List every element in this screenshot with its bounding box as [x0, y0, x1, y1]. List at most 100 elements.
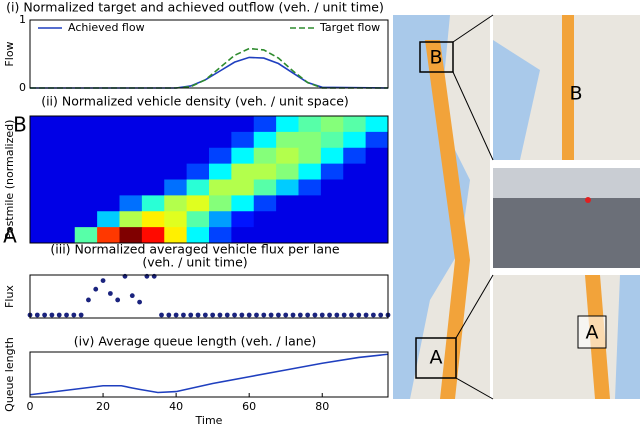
- heat-cell: [231, 211, 255, 228]
- scatter-point: [86, 297, 91, 303]
- scatter-point: [290, 312, 296, 318]
- heat-cell: [209, 211, 232, 228]
- scatter-point: [370, 312, 376, 318]
- scatter-point: [188, 312, 194, 318]
- inset-top-road: [562, 15, 574, 160]
- heat-cell: [119, 163, 143, 180]
- y-axis-label: Queue length: [3, 337, 16, 412]
- heat-cell: [52, 116, 76, 133]
- heat-cell: [320, 116, 344, 133]
- x-tick-label: 20: [96, 400, 110, 413]
- heat-cell: [141, 195, 165, 212]
- map-water: [393, 15, 470, 399]
- heat-cell: [186, 195, 210, 212]
- heat-cell: [209, 131, 232, 149]
- heat-cell: [119, 195, 143, 212]
- heat-cell: [119, 211, 143, 228]
- photo-marker: [585, 197, 591, 203]
- heat-cell: [186, 163, 210, 180]
- plot-frame: [29, 19, 389, 89]
- heat-cell: [97, 163, 120, 180]
- heat-cell: [320, 147, 344, 165]
- heat-cell: [365, 195, 389, 212]
- heat-cell: [186, 179, 210, 196]
- heat-cell: [141, 116, 165, 133]
- chart-title: (i) Normalized target and achieved outfl…: [6, 0, 384, 15]
- scatter-point: [107, 291, 113, 296]
- heat-cell: [97, 116, 120, 133]
- plot-frame: [29, 274, 389, 319]
- scatter-point: [349, 312, 354, 318]
- heat-cell: [298, 147, 322, 165]
- scatter-point: [195, 312, 201, 318]
- heat-cell: [164, 163, 188, 180]
- scatter-point: [254, 312, 259, 318]
- heat-cell: [119, 147, 143, 165]
- heat-cell: [320, 163, 344, 180]
- heat-cell: [97, 179, 120, 196]
- heat-cell: [209, 116, 232, 133]
- heat-cell: [365, 163, 389, 180]
- scatter-point: [64, 312, 69, 318]
- heat-cell: [298, 195, 322, 212]
- heat-cell: [231, 163, 255, 180]
- heat-cell: [365, 116, 389, 133]
- scatter-point: [305, 312, 311, 318]
- scatter-point: [378, 312, 384, 318]
- heat-cell: [320, 131, 344, 149]
- map-road: [425, 40, 470, 399]
- scatter-point: [34, 312, 40, 318]
- heat-cell: [97, 147, 120, 165]
- heat-cell: [30, 163, 53, 180]
- heat-cell: [30, 116, 53, 133]
- heat-cell: [141, 147, 165, 165]
- y-tick-label: 1: [19, 13, 26, 26]
- heat-cell: [186, 227, 210, 244]
- line-series: [30, 47, 388, 89]
- inset-bottom: [493, 275, 640, 399]
- heat-cell: [164, 227, 188, 244]
- legend-label: Achieved flow: [68, 21, 145, 34]
- heat-cell: [30, 195, 53, 212]
- heat-cell: [52, 179, 76, 196]
- x-axis-label: Time: [195, 414, 223, 427]
- heat-cell: [164, 131, 188, 149]
- y-tick-label: A: [3, 224, 17, 248]
- heat-cell: [52, 131, 76, 149]
- map-label: B: [429, 47, 442, 69]
- heat-cell: [365, 147, 389, 165]
- scatter-point: [49, 312, 55, 318]
- heat-cell: [30, 211, 53, 228]
- heat-cell: [30, 179, 53, 196]
- scatter-point: [356, 312, 362, 318]
- y-tick-label: B: [13, 113, 27, 137]
- map-label: A: [586, 322, 599, 344]
- scatter-point: [159, 312, 164, 318]
- scatter-point: [71, 312, 77, 318]
- heat-cell: [298, 163, 322, 180]
- heat-cell: [320, 211, 344, 228]
- line-series: [30, 56, 389, 89]
- connector: [452, 14, 494, 43]
- heat-cell: [164, 116, 188, 133]
- heat-cell: [52, 211, 76, 228]
- scatter-point: [42, 312, 48, 318]
- heat-cell: [276, 179, 299, 196]
- heat-cell: [253, 227, 277, 244]
- heat-cell: [365, 227, 389, 244]
- heat-cell: [52, 227, 76, 244]
- heat-cell: [231, 131, 255, 149]
- heat-cell: [209, 195, 232, 212]
- heat-cell: [119, 179, 143, 196]
- heat-cell: [343, 179, 367, 196]
- heat-cell: [119, 116, 143, 133]
- heat-cell: [320, 227, 344, 244]
- heat-cell: [164, 195, 188, 212]
- map-label: B: [569, 83, 582, 105]
- heat-cell: [343, 195, 367, 212]
- y-axis-label: Flux: [3, 285, 16, 308]
- heat-cell: [74, 116, 98, 133]
- plot-frame: [29, 351, 389, 398]
- x-tick-label: 0: [27, 400, 34, 413]
